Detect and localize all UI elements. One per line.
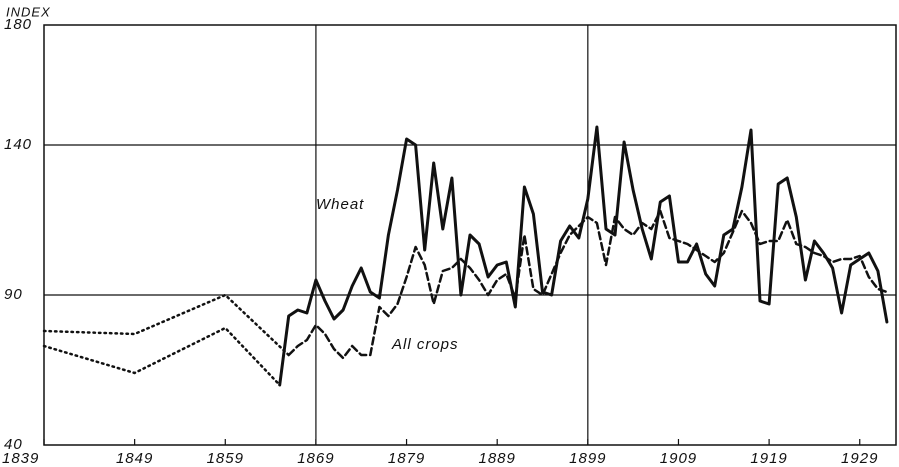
data-line — [287, 209, 889, 360]
y-tick-label: 40 — [4, 436, 23, 453]
x-tick-label: 1869 — [297, 450, 334, 467]
y-tick-label: 180 — [4, 16, 32, 33]
all-crops-annotation: All crops — [391, 336, 459, 353]
x-tick-label: 1899 — [569, 450, 606, 467]
x-tick-label: 1889 — [479, 450, 516, 467]
data-line — [42, 293, 290, 357]
x-tick-label: 1859 — [207, 450, 244, 467]
data-line — [278, 125, 889, 387]
y-tick-label: 140 — [4, 136, 32, 153]
plot-frame — [43, 24, 897, 446]
x-tick-label: 1839 — [2, 450, 39, 467]
y-tick-label: 90 — [4, 286, 23, 303]
x-tick-label: 1909 — [660, 450, 697, 467]
data-line — [42, 326, 281, 387]
x-tick-label: 1919 — [750, 450, 787, 467]
x-tick-label: 1929 — [841, 450, 878, 467]
x-tick-label: 1849 — [116, 450, 153, 467]
y-axis-label: INDEX — [6, 4, 51, 19]
x-tick-label: 1879 — [388, 450, 425, 467]
wheat-annotation: Wheat — [316, 196, 364, 213]
